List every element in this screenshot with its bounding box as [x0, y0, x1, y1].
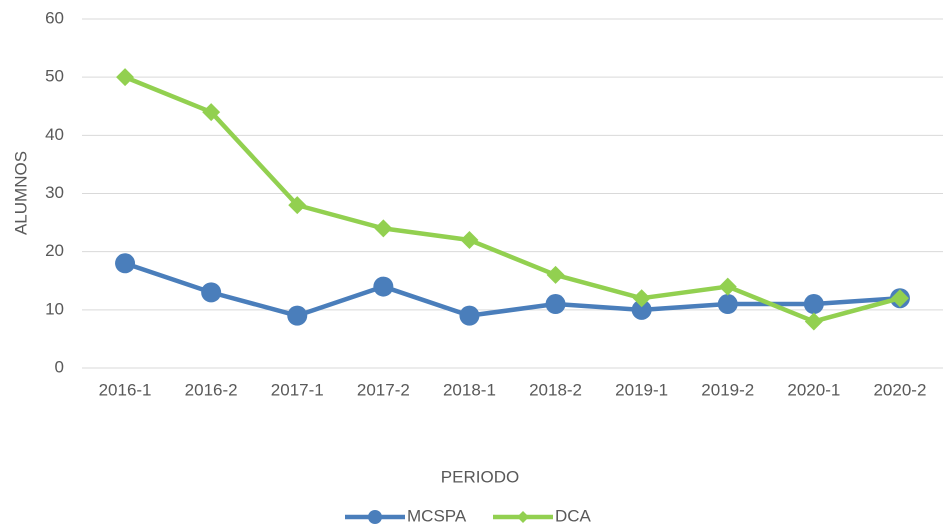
- data-point: [632, 289, 651, 308]
- data-point: [804, 312, 823, 331]
- x-tick-label: 2018-1: [443, 380, 496, 399]
- x-tick-label: 2017-1: [271, 380, 324, 399]
- x-tick-label: 2017-2: [357, 380, 410, 399]
- data-point: [115, 253, 136, 274]
- y-tick-label: 40: [45, 125, 64, 144]
- y-tick-label: 60: [45, 8, 64, 27]
- data-point: [287, 305, 308, 326]
- y-tick-label: 10: [45, 299, 64, 318]
- x-tick-label: 2019-2: [701, 380, 754, 399]
- x-tick-label: 2018-2: [529, 380, 582, 399]
- data-point: [459, 305, 480, 326]
- x-tick-label: 2020-2: [873, 380, 926, 399]
- data-point: [631, 299, 652, 320]
- legend-marker: [517, 511, 529, 523]
- x-tick-label: 2016-1: [99, 380, 152, 399]
- y-tick-label: 50: [45, 67, 64, 86]
- data-point: [545, 294, 566, 315]
- data-point: [717, 294, 738, 315]
- data-point: [201, 282, 222, 303]
- data-point: [803, 294, 824, 315]
- data-point: [460, 231, 479, 250]
- x-tick-label: 2019-1: [615, 380, 668, 399]
- data-point: [116, 68, 135, 87]
- x-tick-label: 2016-2: [185, 380, 238, 399]
- legend-marker: [368, 510, 382, 524]
- data-point: [202, 103, 221, 122]
- x-axis-label: PERIODO: [441, 467, 519, 486]
- y-tick-label: 30: [45, 183, 64, 202]
- data-point: [718, 277, 737, 296]
- legend-label: DCA: [555, 506, 592, 525]
- data-point: [373, 276, 394, 297]
- x-tick-label: 2020-1: [787, 380, 840, 399]
- data-point: [288, 196, 307, 215]
- y-axis-label: ALUMNOS: [11, 151, 30, 235]
- data-point: [374, 219, 393, 238]
- data-point: [546, 265, 565, 284]
- series-line: [124, 75, 901, 324]
- data-point: [890, 289, 909, 308]
- y-tick-label: 20: [45, 241, 64, 260]
- y-tick-label: 0: [55, 357, 64, 376]
- legend-label: MCSPA: [407, 506, 467, 525]
